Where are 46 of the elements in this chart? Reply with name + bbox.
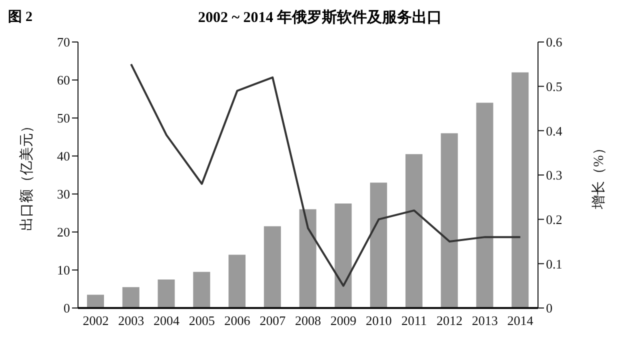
y-tick-label: 30 (57, 186, 70, 202)
y-tick-label: 60 (57, 72, 70, 88)
bar (228, 254, 246, 308)
y2-tick-label: 0.4 (546, 123, 563, 138)
x-tick-label: 2009 (330, 313, 356, 328)
bar (193, 272, 210, 308)
x-tick-label: 2014 (507, 313, 534, 328)
x-tick-label: 2011 (401, 313, 427, 328)
bar (440, 133, 458, 308)
y-tick-label: 70 (57, 34, 70, 50)
bar (158, 280, 175, 308)
bar (512, 72, 529, 308)
bar (334, 204, 352, 308)
x-tick-label: 2005 (188, 313, 215, 328)
y-tick-label: 10 (57, 262, 70, 278)
x-tick-label: 2006 (224, 313, 251, 328)
bar (476, 102, 494, 308)
x-tick-label: 2003 (118, 313, 144, 328)
bar (299, 209, 316, 308)
x-tick-label: 2010 (366, 313, 392, 328)
bar (122, 287, 140, 308)
y-tick-label: 50 (57, 110, 70, 126)
x-tick-label: 2008 (295, 313, 321, 328)
x-tick-label: 2004 (153, 313, 180, 328)
y2-tick-label: 0.5 (546, 78, 562, 94)
bar (370, 182, 388, 308)
y2-tick-label: 0.6 (546, 34, 563, 50)
y2-tick-label: 0 (546, 300, 552, 316)
bar (87, 294, 104, 308)
y2-tick-label: 0.3 (546, 168, 562, 183)
x-tick-label: 2007 (260, 313, 286, 328)
chart-title: 2002 ~ 2014 年俄罗斯软件及服务出口 (198, 10, 442, 26)
x-tick-label: 2012 (436, 313, 463, 328)
line-series (130, 63, 522, 287)
bar (264, 226, 281, 308)
y2-axis-title: 增长（%） (590, 141, 607, 210)
x-tick-label: 2013 (472, 313, 498, 328)
y-tick-label: 20 (57, 224, 70, 240)
y-axis-title: 出口额（亿美元） (18, 119, 35, 231)
caption: 图 2 (8, 8, 32, 26)
x-tick-label: 2002 (82, 313, 109, 328)
y2-tick-label: 0.1 (546, 256, 562, 272)
y2-tick-label: 0.2 (546, 212, 562, 227)
bar (405, 154, 422, 308)
y-tick-label: 0 (64, 300, 70, 316)
y-tick-label: 40 (57, 148, 70, 164)
